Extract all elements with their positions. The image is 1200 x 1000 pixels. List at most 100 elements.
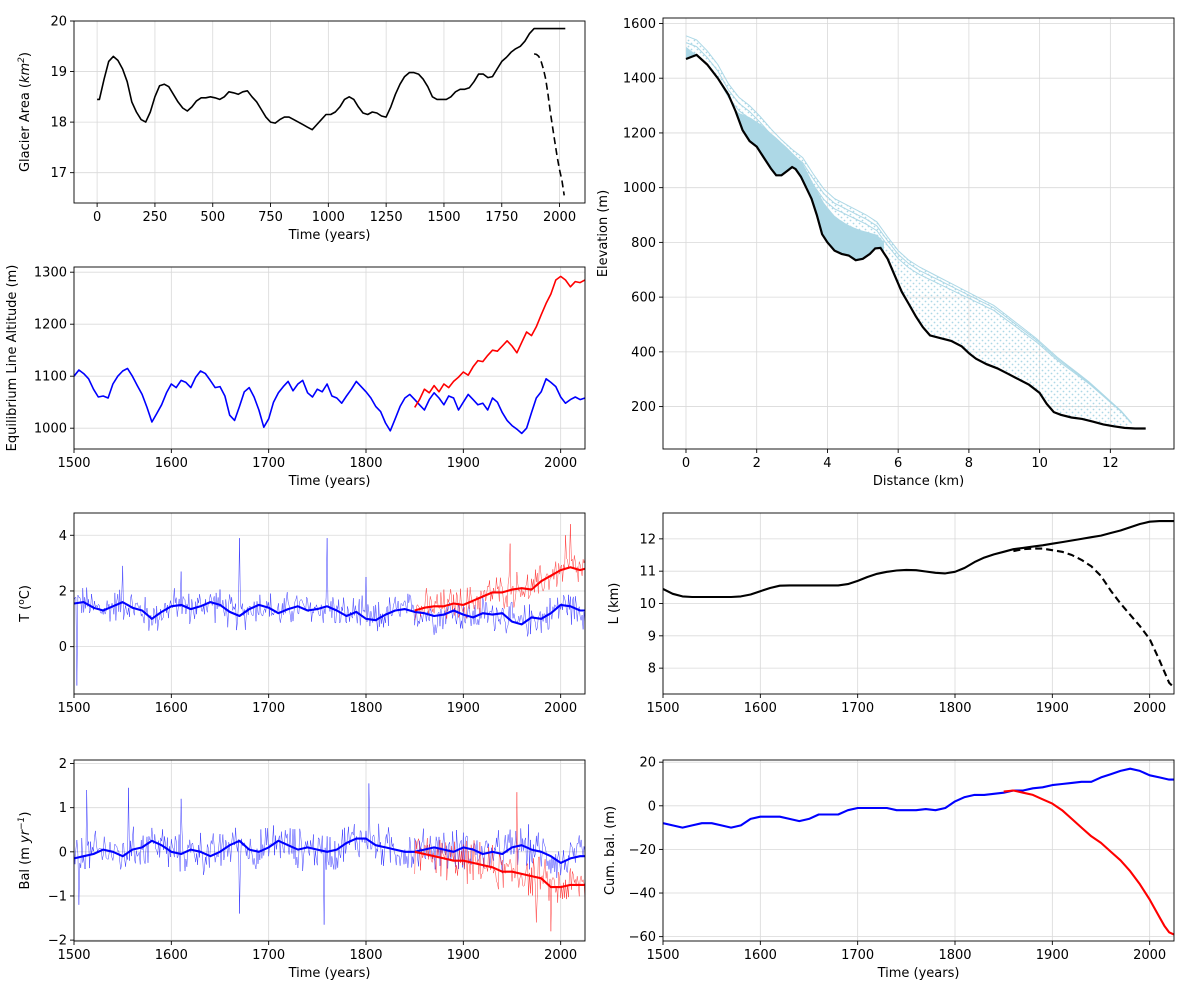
profile-xtick-label: 8 — [965, 456, 973, 471]
bal-plot — [74, 783, 585, 932]
ela-xtick-label: 1900 — [447, 456, 480, 471]
cumbal-ytick-label: −60 — [629, 930, 656, 945]
area-ytick-label: 17 — [50, 166, 67, 181]
profile-xtick-label: 2 — [753, 456, 761, 471]
ela-xtick-label: 1600 — [155, 456, 188, 471]
length-ylabel: L (km) — [607, 583, 622, 625]
cumbal-series-red — [1003, 789, 1174, 936]
ela-xtick-label: 1700 — [252, 456, 285, 471]
temp-plot — [74, 524, 585, 686]
cumbal-plot — [663, 767, 1174, 936]
ice-surface-line — [685, 50, 1132, 424]
profile-ytick-label: 1000 — [623, 181, 656, 196]
bal-series-red — [414, 850, 585, 889]
ela-ylabel: Equilibrium Line Altitude (m) — [5, 265, 20, 452]
cumbal-ytick-label: −20 — [629, 843, 656, 858]
cumbal-xtick-label: 1900 — [1036, 948, 1069, 963]
profile-ytick-label: 800 — [631, 236, 656, 251]
profile-ytick-label: 600 — [631, 291, 656, 306]
area-axes: 0 250 500 750 1000 1250 1500 1750 2000 17 18 19 20 Ti… — [17, 15, 585, 243]
area-xtick-label: 2000 — [543, 210, 576, 225]
bal-ytick-label: −2 — [48, 934, 67, 949]
profile-ytick-label: 1200 — [623, 126, 656, 141]
cumbal-ylabel: Cum. bal. (m) — [603, 806, 618, 895]
area-frame — [73, 20, 586, 204]
length-xtick-label: 1900 — [1036, 701, 1069, 716]
length-xtick-label: 1800 — [938, 701, 971, 716]
bal-xlabel: Time (years) — [288, 966, 371, 981]
cumbal-frame — [662, 759, 1175, 942]
length-ytick-label: 8 — [648, 662, 656, 677]
bal-ytick-label: 0 — [59, 845, 67, 860]
profile-xtick-label: 10 — [1031, 456, 1048, 471]
temp-xtick-label: 1800 — [349, 701, 382, 716]
cumbal-series-blue — [663, 767, 1174, 829]
temp-ytick-label: 2 — [59, 584, 67, 599]
ela-series-blue — [74, 367, 585, 435]
length-frame — [662, 512, 1175, 695]
bal-axes: 1500 1600 1700 1800 1900 2000 −2 −1 0 1 2 Time (yea… — [17, 757, 585, 981]
cumbal-ytick-label: 0 — [648, 799, 656, 814]
temp-xtick-label: 2000 — [544, 701, 577, 716]
area-xtick-label: 1750 — [485, 210, 518, 225]
profile-plot — [685, 35, 1146, 430]
profile-xtick-label: 0 — [682, 456, 690, 471]
area-xtick-label: 1500 — [427, 210, 460, 225]
bal-xtick-label: 1700 — [252, 948, 285, 963]
ela-ytick-label: 1000 — [34, 422, 67, 437]
temp-ylabel: T (oC) — [17, 585, 33, 623]
length-xtick-label: 1500 — [646, 701, 679, 716]
ice-surface-line — [685, 35, 1132, 424]
area-plot — [97, 27, 566, 196]
ela-axes: 1500 1600 1700 1800 1900 2000 1000 1100 1200 1300… — [5, 265, 585, 489]
bal-xtick-label: 1800 — [349, 948, 382, 963]
bal-ytick-label: 1 — [59, 801, 67, 816]
bedrock-line — [685, 53, 1146, 430]
temp-xtick-label: 1600 — [155, 701, 188, 716]
bal-xtick-label: 1600 — [155, 948, 188, 963]
temp-annual-red — [414, 524, 585, 621]
ela-xtick-label: 1500 — [57, 456, 90, 471]
cumbal-ytick-label: 20 — [639, 756, 656, 771]
bal-frame — [73, 759, 586, 942]
cumbal-xtick-label: 1700 — [841, 948, 874, 963]
bal-xtick-label: 2000 — [544, 948, 577, 963]
length-axes: 1500 1600 1700 1800 1900 2000 8 9 10 11 12 L (km) — [607, 513, 1174, 716]
temp-xtick-label: 1900 — [447, 701, 480, 716]
area-xtick-label: 500 — [200, 210, 225, 225]
ela-series-red — [414, 275, 585, 408]
length-plot — [663, 520, 1174, 689]
cumbal-xtick-label: 2000 — [1133, 948, 1166, 963]
area-xtick-label: 250 — [143, 210, 168, 225]
temp-xtick-label: 1500 — [57, 701, 90, 716]
ela-xtick-label: 1800 — [349, 456, 382, 471]
profile-axes: 0 2 4 6 8 10 12 200 400 600 800 1000 1200 1400 1600 Dis… — [596, 17, 1174, 489]
profile-ytick-label: 1600 — [623, 17, 656, 32]
ela-ytick-label: 1200 — [34, 318, 67, 333]
ice-surface-line — [685, 42, 1132, 424]
profile-ytick-label: 1400 — [623, 72, 656, 87]
ela-xlabel: Time (years) — [288, 474, 371, 489]
temp-series-red — [414, 566, 585, 612]
bal-ylabel: Bal (m yr−1) — [17, 812, 33, 890]
area-xlabel: Time (years) — [288, 228, 371, 243]
area-series-black — [97, 27, 566, 131]
length-ytick-label: 10 — [639, 597, 656, 612]
ela-xtick-label: 2000 — [544, 456, 577, 471]
area-ytick-label: 20 — [50, 15, 67, 30]
temp-xtick-label: 1700 — [252, 701, 285, 716]
ela-ytick-label: 1100 — [34, 370, 67, 385]
bal-series-blue — [74, 837, 585, 864]
cumbal-xtick-label: 1600 — [744, 948, 777, 963]
area-series-black-dashed — [533, 53, 565, 196]
cumbal-xlabel: Time (years) — [877, 966, 960, 981]
bal-annual-blue — [74, 783, 585, 925]
length-ytick-label: 11 — [639, 565, 656, 580]
profile-xtick-label: 12 — [1102, 456, 1119, 471]
cumbal-xtick-label: 1500 — [646, 948, 679, 963]
profile-xtick-label: 4 — [823, 456, 831, 471]
length-ytick-label: 9 — [648, 629, 656, 644]
ela-plot — [74, 275, 585, 435]
bal-ytick-label: −1 — [48, 889, 67, 904]
